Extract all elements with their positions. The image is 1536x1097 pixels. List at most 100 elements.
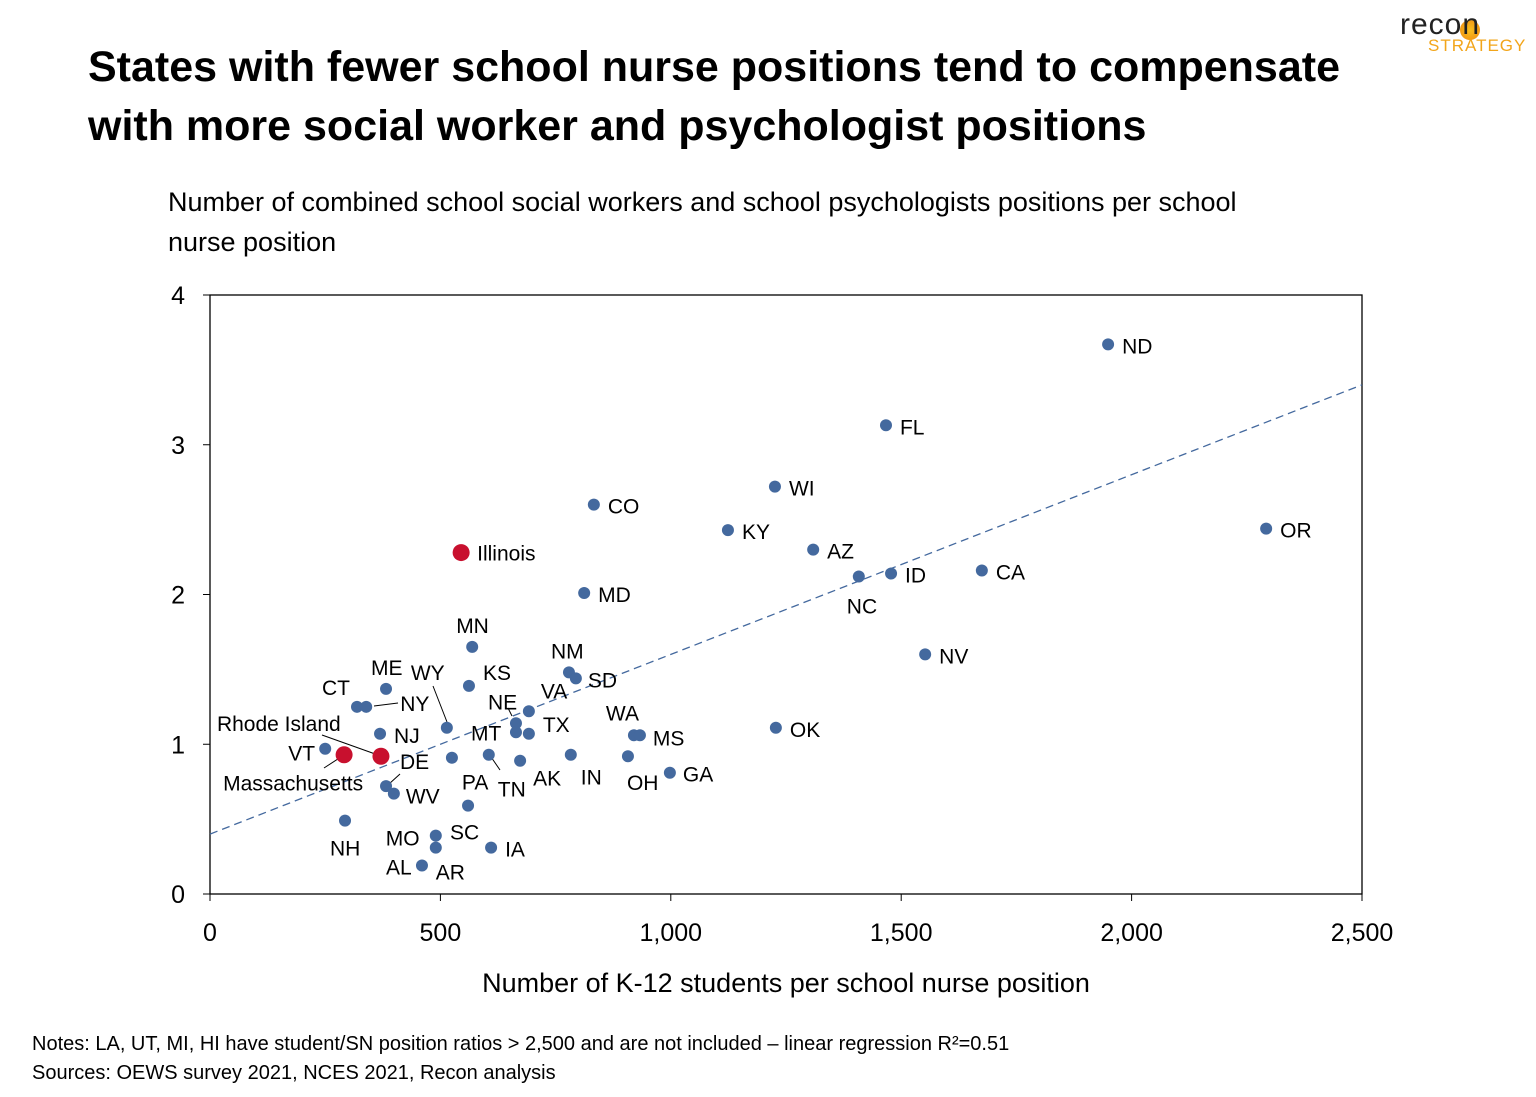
y-tick-label: 4 xyxy=(171,282,185,310)
leader-line xyxy=(373,702,399,707)
point-label: ME xyxy=(371,657,403,680)
data-point-al xyxy=(415,859,428,872)
data-point-me xyxy=(380,682,393,695)
data-point-ky xyxy=(721,524,734,537)
data-point-wy xyxy=(440,721,453,734)
point-label: AL xyxy=(386,857,412,880)
point-label: SC xyxy=(450,822,479,845)
point-label: MT xyxy=(471,722,501,745)
trend-line xyxy=(209,384,1363,835)
y-axis-label: Number of combined school social workers… xyxy=(168,187,1237,257)
data-point-ms xyxy=(633,729,646,742)
data-point-id xyxy=(885,567,898,580)
point-label: Illinois xyxy=(477,543,535,566)
data-point-ok xyxy=(769,721,782,734)
leader-line xyxy=(432,685,448,723)
point-label: MN xyxy=(456,615,489,638)
point-label: NE xyxy=(488,691,517,714)
point-label: NV xyxy=(939,645,968,668)
recon-strategy-logo: recon STRATEGY xyxy=(1398,8,1528,58)
point-label: IA xyxy=(505,839,525,862)
data-point-va xyxy=(522,705,535,718)
point-label: CA xyxy=(996,562,1025,585)
data-point-md xyxy=(578,587,591,600)
data-point-wi xyxy=(768,480,781,493)
point-label: WV xyxy=(406,786,440,809)
data-point-fl xyxy=(879,419,892,432)
point-label: NM xyxy=(551,640,584,663)
data-point-nd xyxy=(1102,338,1115,351)
data-point-nh xyxy=(339,814,352,827)
leader-line xyxy=(507,707,513,717)
point-label: Massachusetts xyxy=(223,773,363,796)
data-point-ny xyxy=(360,700,373,713)
point-label: TX xyxy=(543,714,570,737)
y-tick-label: 1 xyxy=(171,731,185,759)
point-label: OK xyxy=(790,719,820,742)
logo-word-strategy: STRATEGY xyxy=(1428,36,1527,55)
point-label: WY xyxy=(411,662,445,685)
data-point-tx xyxy=(522,727,535,740)
point-label: KY xyxy=(742,521,770,544)
x-axis-label: Number of K-12 students per school nurse… xyxy=(482,968,1090,998)
data-point-sc xyxy=(462,799,475,812)
point-label: VT xyxy=(288,743,315,766)
y-tick-label: 2 xyxy=(171,582,185,610)
point-label: MO xyxy=(386,828,420,851)
point-label: ND xyxy=(1122,335,1152,358)
point-label: OH xyxy=(627,772,659,795)
point-label: KS xyxy=(483,662,511,685)
data-point-in xyxy=(564,748,577,761)
chart-title: States with fewer school nurse positions… xyxy=(88,43,1340,150)
data-point-rhode-island xyxy=(372,747,390,765)
data-point-pa xyxy=(445,751,458,764)
point-label: IN xyxy=(581,767,602,790)
data-point-ks xyxy=(462,679,475,692)
point-label: GA xyxy=(683,764,713,787)
data-point-ak xyxy=(514,754,527,767)
data-point-ia xyxy=(485,841,498,854)
notes: Notes: LA, UT, MI, HI have student/SN po… xyxy=(32,1030,1009,1088)
point-label: NH xyxy=(330,838,360,861)
point-label: TN xyxy=(498,779,526,802)
point-label: MD xyxy=(598,584,631,607)
x-tick-label: 0 xyxy=(203,919,217,947)
point-label: DE xyxy=(400,751,429,774)
point-label: OR xyxy=(1280,520,1312,543)
data-point-de xyxy=(380,780,393,793)
logo-word-recon: recon xyxy=(1400,8,1481,41)
point-label: AZ xyxy=(827,541,854,564)
point-label: WI xyxy=(789,478,815,501)
data-point-sd xyxy=(569,672,582,685)
data-point-nv xyxy=(919,648,932,661)
point-label: VA xyxy=(541,680,567,703)
point-label: NY xyxy=(400,693,429,716)
sun-icon xyxy=(1460,20,1480,40)
data-point-co xyxy=(587,498,600,511)
data-point-mn xyxy=(466,640,479,653)
point-label: MS xyxy=(653,727,685,750)
data-point-az xyxy=(807,543,820,556)
data-point-ct xyxy=(350,700,363,713)
data-point-mo xyxy=(429,829,442,842)
point-label: PA xyxy=(462,772,488,795)
leader-line xyxy=(388,773,401,785)
data-point-vt xyxy=(319,742,332,755)
point-label: AR xyxy=(436,862,465,885)
point-label: WA xyxy=(606,702,639,725)
x-tick-label: 500 xyxy=(420,919,462,947)
data-point-ga xyxy=(663,766,676,779)
data-point-ca xyxy=(975,564,988,577)
point-label: NC xyxy=(847,596,877,619)
data-point-ar xyxy=(429,841,442,854)
point-label: AK xyxy=(533,768,561,791)
data-point-mt xyxy=(509,726,522,739)
data-point-tn xyxy=(482,748,495,761)
data-point-nc xyxy=(852,570,865,583)
plot-frame xyxy=(209,294,1363,895)
data-point-nj xyxy=(374,727,387,740)
x-tick-label: 2,000 xyxy=(1100,919,1163,947)
data-point-oh xyxy=(621,750,634,763)
point-label: FL xyxy=(900,416,925,439)
